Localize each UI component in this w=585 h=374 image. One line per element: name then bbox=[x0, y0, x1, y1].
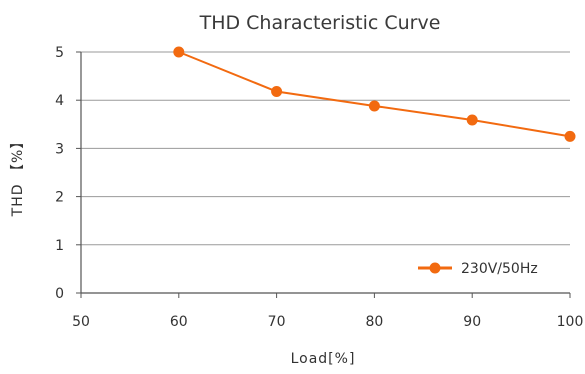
legend: 230V/50Hz bbox=[418, 261, 538, 277]
y-tick-label-5: 5 bbox=[55, 45, 64, 61]
x-tick-label-3: 80 bbox=[365, 314, 383, 330]
legend-dot-marker bbox=[429, 262, 441, 274]
data-point-0-4 bbox=[564, 130, 576, 142]
data-point-0-0 bbox=[173, 46, 185, 58]
x-tick-label-4: 90 bbox=[463, 314, 481, 330]
y-axis-label: THD 【%】 bbox=[10, 134, 26, 218]
y-tick-label-1: 1 bbox=[55, 238, 64, 254]
grid-lines bbox=[81, 51, 570, 246]
series-layer bbox=[173, 46, 576, 142]
x-tick-label-1: 60 bbox=[170, 314, 188, 330]
x-tick-label-5: 100 bbox=[557, 314, 584, 330]
x-tick-label-0: 50 bbox=[72, 314, 90, 330]
data-point-0-3 bbox=[466, 114, 478, 126]
series-line-0 bbox=[178, 51, 571, 138]
tick-labels: 0 1 2 3 4 5 50 60 70 80 90 100 bbox=[55, 45, 583, 330]
data-point-0-1 bbox=[271, 86, 283, 98]
y-tick-label-2: 2 bbox=[55, 190, 64, 206]
x-tick-label-2: 70 bbox=[268, 314, 286, 330]
y-tick-label-4: 4 bbox=[55, 93, 64, 109]
axes bbox=[76, 51, 571, 298]
y-tick-label-0: 0 bbox=[55, 286, 64, 302]
data-point-0-2 bbox=[368, 100, 380, 112]
x-axis-label: Load[%] bbox=[291, 351, 356, 367]
chart-title: THD Characteristic Curve bbox=[199, 12, 441, 34]
y-tick-label-3: 3 bbox=[55, 141, 64, 157]
legend-label: 230V/50Hz bbox=[461, 261, 538, 277]
